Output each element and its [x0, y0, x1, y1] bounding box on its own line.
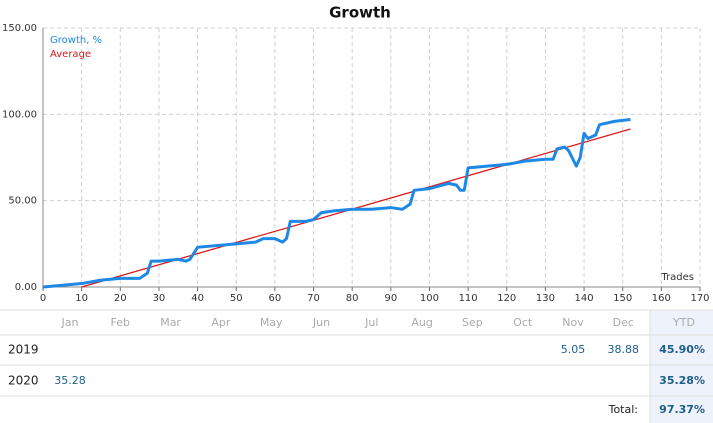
x-tick-label: 10 [75, 293, 88, 304]
x-tick-label: 120 [497, 293, 516, 304]
column-header: Feb [111, 316, 130, 329]
legend-entry: Growth, % [50, 35, 102, 46]
x-tick-label: 140 [575, 293, 594, 304]
column-header: Oct [513, 316, 533, 329]
column-header: Jan [61, 316, 79, 329]
column-header: Dec [613, 316, 634, 329]
x-tick-label: 80 [346, 293, 359, 304]
y-tick-label: 150.00 [2, 23, 37, 34]
x-tick-label: 130 [536, 293, 555, 304]
x-tick-label: 20 [114, 293, 127, 304]
y-tick-label: 0.00 [15, 282, 37, 293]
column-header: Mar [160, 316, 181, 329]
row-label: 2019 [8, 343, 39, 357]
row-label: 2020 [8, 374, 39, 388]
x-tick-label: 30 [153, 293, 166, 304]
ytd-cell: 45.90% [659, 343, 705, 356]
column-header: Jun [312, 316, 330, 329]
column-header: Nov [562, 316, 584, 329]
column-header: Apr [211, 316, 231, 329]
x-tick-label: 150 [613, 293, 632, 304]
legend-entry: Average [50, 49, 91, 60]
cell: 38.88 [608, 343, 640, 356]
x-tick-label: 110 [459, 293, 478, 304]
series-line [42, 118, 631, 289]
x-tick-label: 160 [652, 293, 671, 304]
total-value: 97.37% [659, 403, 705, 416]
x-tick-label: 60 [269, 293, 282, 304]
ytd-cell: 35.28% [659, 374, 705, 387]
column-header: Sep [462, 316, 483, 329]
column-header: May [260, 316, 283, 329]
y-tick-label: 50.00 [8, 196, 37, 207]
column-header: Jul [364, 316, 378, 329]
x-tick-label: 50 [230, 293, 243, 304]
column-header: YTD [672, 316, 695, 329]
x-tick-label: 0 [40, 293, 46, 304]
x-tick-label: 90 [384, 293, 397, 304]
x-tick-label: 70 [307, 293, 320, 304]
total-label: Total: [608, 403, 638, 416]
x-tick-label: 170 [690, 293, 709, 304]
chart-title: Growth [329, 4, 391, 22]
x-tick-label: 100 [420, 293, 439, 304]
cell: 5.05 [561, 343, 586, 356]
x-axis-label: Trades [660, 272, 694, 283]
cell: 35.28 [54, 374, 86, 387]
ytd-bg [650, 311, 713, 423]
column-header: Aug [411, 316, 432, 329]
y-tick-label: 100.00 [2, 109, 37, 120]
x-tick-label: 40 [191, 293, 204, 304]
